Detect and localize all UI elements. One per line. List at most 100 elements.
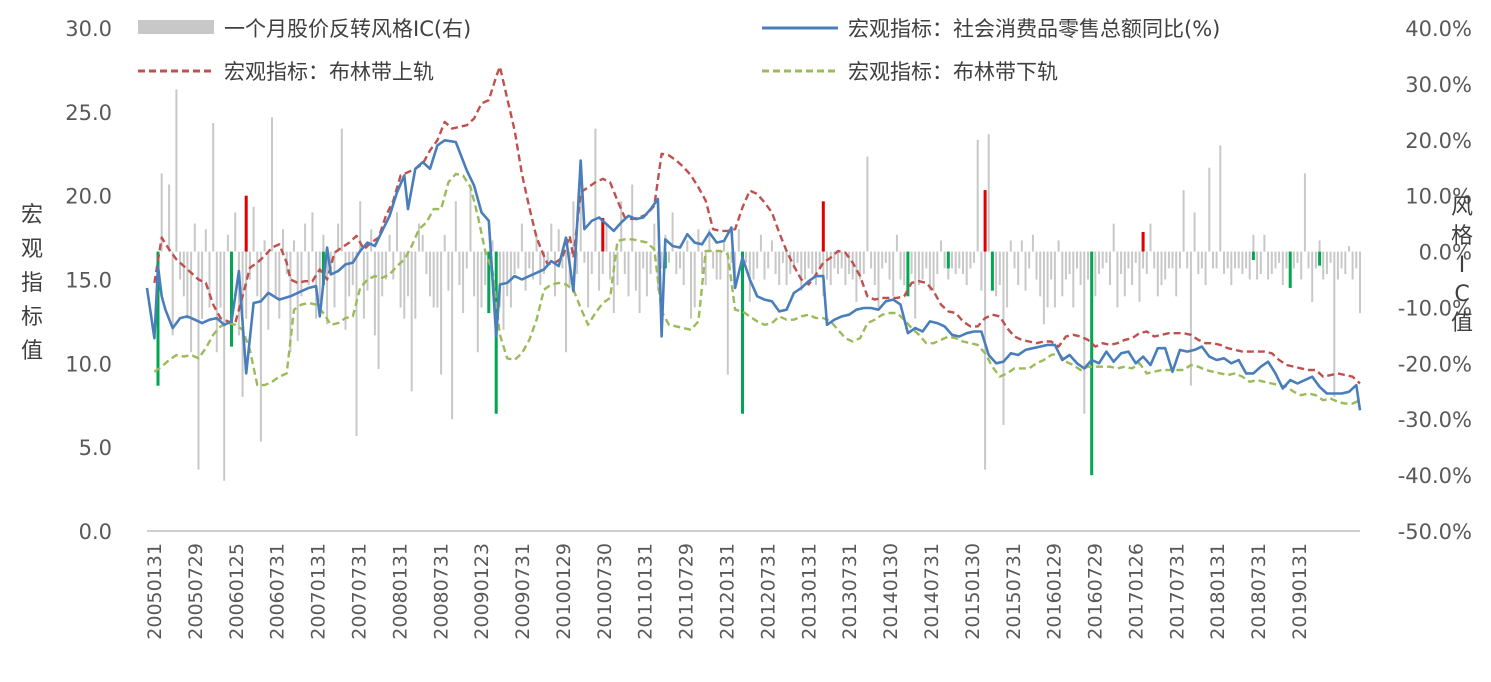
ic-bar-102: [535, 234, 538, 252]
ic-bar-284: [1204, 251, 1207, 286]
ic-bar-139: [671, 212, 674, 252]
ic-bar-108: [557, 229, 560, 252]
ic-bar-58: [373, 251, 376, 336]
ic-bar-29: [267, 251, 270, 330]
ic-bar-104: [543, 251, 545, 274]
ic-bar-33: [282, 229, 284, 252]
ic-bar-47: [333, 251, 336, 308]
x-tick-21: 20150731: [1003, 543, 1025, 640]
ic-bar-256: [1101, 251, 1104, 269]
right-tick-6: 10.0%: [1405, 185, 1472, 209]
ic-bar-41: [311, 212, 314, 252]
ic-bar-130: [638, 251, 641, 314]
ic-bar-93: [502, 251, 505, 330]
ic-signal-down-12: [1288, 251, 1292, 288]
x-tick-8: 20090123: [471, 543, 493, 640]
ic-bar-305: [1281, 251, 1284, 286]
x-tick-16: 20130131: [798, 543, 820, 640]
ic-bar-87: [480, 251, 483, 308]
ic-bar-200: [895, 234, 898, 252]
ic-bar-123: [612, 251, 615, 314]
ic-bar-304: [1278, 251, 1281, 263]
ic-bar-79: [451, 251, 454, 420]
ic-bar-319: [1333, 251, 1336, 397]
right-tick-4: -10.0%: [1398, 296, 1472, 320]
right-axis-title: 风格 I C 值: [1451, 195, 1473, 336]
ic-bar-14: [212, 123, 215, 252]
ic-bar-145: [693, 251, 696, 308]
x-tick-19: 20140731: [921, 543, 943, 640]
ic-bar-199: [892, 251, 895, 297]
ic-bar-215: [951, 251, 953, 269]
ic-bar-173: [796, 251, 799, 263]
right-tick-9: 40.0%: [1405, 17, 1472, 41]
ic-bar-59: [377, 251, 380, 369]
ic-bar-162: [756, 251, 759, 269]
ic-bar-197: [884, 251, 887, 263]
ic-bar-136: [660, 251, 663, 269]
ic-bar-36: [293, 240, 295, 252]
ic-bar-198: [888, 251, 891, 280]
ic-bar-31: [274, 251, 277, 297]
legend-label-bar: 一个月股价反转风格IC(右): [224, 17, 471, 41]
x-tick-9: 20090731: [512, 543, 534, 640]
ic-bar-51: [348, 251, 351, 297]
ic-bar-13: [208, 251, 211, 308]
ic-bar-56: [366, 251, 369, 291]
ic-bar-99: [524, 251, 527, 291]
x-tick-0: 20050131: [144, 543, 166, 640]
ic-bar-122: [609, 251, 612, 280]
ic-bar-100: [528, 251, 531, 269]
x-tick-3: 20060731: [267, 543, 289, 640]
ic-bar-152: [719, 251, 722, 280]
ic-bar-179: [818, 251, 821, 269]
legend: 一个月股价反转风格IC(右) 宏观指标：社会消费品零售总额同比(%) 宏观指标：…: [138, 17, 1220, 84]
ic-bar-182: [829, 251, 832, 286]
ic-bar-166: [770, 240, 773, 252]
ic-bar-131: [642, 251, 645, 269]
ic-bar-211: [936, 251, 939, 274]
ic-bar-249: [1076, 251, 1078, 269]
ic-bar-287: [1215, 251, 1218, 269]
ylabel-right-text: 风格 I C 值: [1451, 195, 1473, 336]
x-tick-22: 20160129: [1044, 543, 1066, 640]
ic-bar-275: [1171, 251, 1174, 269]
ic-bar-186: [844, 251, 847, 286]
ic-bar-294: [1241, 251, 1244, 274]
ic-bar-171: [789, 251, 792, 274]
ic-bar-118: [594, 128, 597, 252]
ic-bar-190: [859, 251, 862, 280]
ic-bar-44: [322, 234, 325, 252]
ic-bar-21: [237, 251, 240, 336]
ic-bar-277: [1178, 251, 1181, 269]
ic-bar-129: [634, 251, 637, 291]
ic-bar-247: [1068, 251, 1071, 274]
ic-bar-321: [1340, 251, 1343, 269]
ic-bar-25: [252, 206, 255, 252]
ic-bar-141: [679, 251, 681, 269]
ic-bar-103: [539, 251, 542, 286]
left-tick-1: 5.0: [79, 436, 112, 460]
ic-bar-308: [1292, 251, 1295, 269]
ic-bar-127: [627, 251, 630, 297]
ic-bar-291: [1230, 251, 1233, 286]
ic-bar-296: [1248, 251, 1251, 280]
ic-bar-206: [917, 251, 920, 286]
ic-bar-261: [1120, 251, 1123, 274]
legend-label-lower: 宏观指标：布林带下轨: [848, 60, 1058, 84]
ic-bar-236: [1028, 251, 1031, 269]
ic-bar-204: [910, 251, 913, 274]
ic-bar-297: [1252, 234, 1255, 252]
ic-bar-92: [498, 251, 501, 308]
ic-bar-219: [965, 251, 968, 286]
right-tick-2: -30.0%: [1398, 408, 1472, 432]
ic-bar-116: [587, 251, 590, 308]
ic-signal-down-0: [156, 251, 160, 386]
ic-bar-251: [1083, 251, 1086, 414]
ic-bar-259: [1112, 223, 1115, 252]
ic-bar-2: [168, 184, 171, 252]
x-tick-24: 20170126: [1125, 543, 1147, 640]
x-tick-28: 20190131: [1289, 543, 1311, 640]
ic-bar-4: [175, 89, 178, 252]
